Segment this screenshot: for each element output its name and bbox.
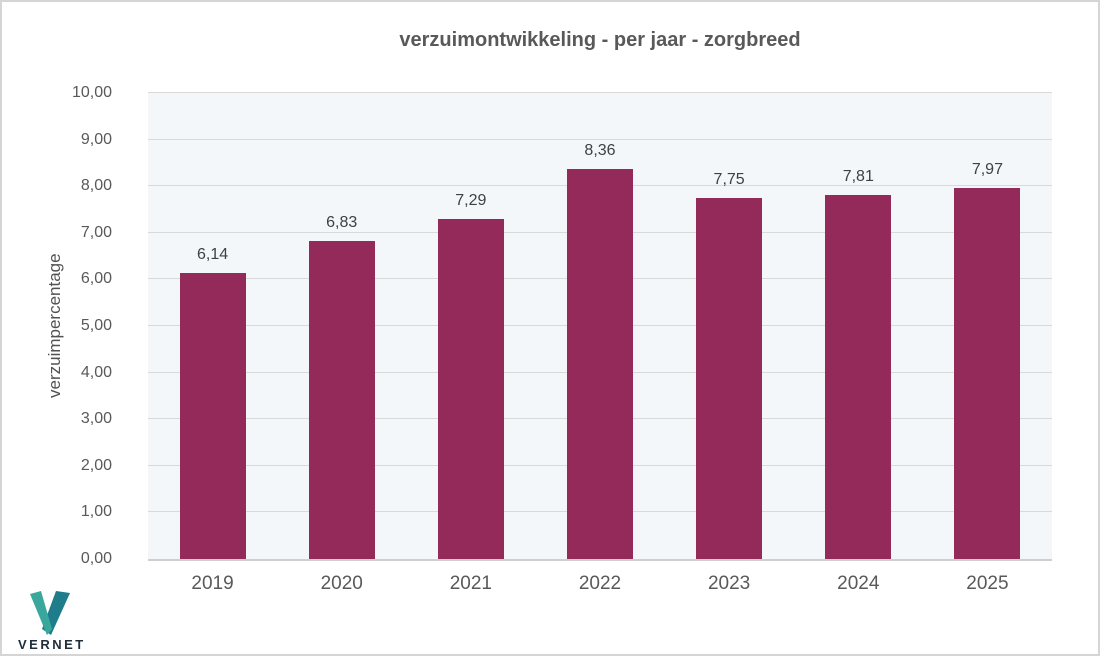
bar: 7,75 [696,171,763,559]
bar: 7,97 [954,161,1021,559]
y-tick-label: 2,00 [80,456,112,474]
x-tick-label: 2020 [320,573,363,594]
bar-value-label: 6,83 [326,213,358,231]
bar-value-label: 6,14 [196,245,229,263]
y-tick-label: 8,00 [80,177,112,195]
y-tick-label: 1,00 [80,503,112,521]
bar-slot: 7,75 [665,93,794,559]
bar-value-label: 7,81 [842,168,874,186]
y-tick-label: 10,00 [71,84,112,101]
bar-slot: 8,36 [535,93,664,559]
gridline [148,92,1052,93]
x-tick-label: 2021 [449,573,492,594]
bars-row: 6,14 6,83 7,29 8,36 7,75 7,81 7,97 [148,93,1052,559]
bar-value-label: 8,36 [584,142,616,160]
bar-slot: 6,14 [148,93,277,559]
vernet-logo-text: VERNET [18,637,86,652]
x-tick-label: 2023 [707,573,751,594]
y-axis-ticks: 0,00 1,00 2,00 3,00 4,00 5,00 6,00 7,00 8,00 9,00… [2,84,130,567]
y-tick-label: 9,00 [80,130,112,148]
x-tick-label: 2025 [966,573,1009,594]
x-axis-labels: 2019 2020 2021 2022 2023 2024 2025 [148,573,1052,595]
bar: 8,36 [566,142,633,559]
bar-slot: 6,83 [277,93,406,559]
bar: 6,14 [179,246,246,559]
bar: 7,81 [825,168,892,559]
y-tick-label: 6,00 [80,270,112,288]
y-tick-label: 5,00 [80,317,112,334]
bar-value-label: 7,97 [971,160,1003,178]
plot-area: 6,14 6,83 7,29 8,36 7,75 7,81 7,97 [148,92,1052,561]
bar-value-label: 7,75 [713,170,745,188]
y-tick-label: 3,00 [80,410,112,428]
bar-slot: 7,97 [923,93,1052,559]
x-tick-label: 2024 [837,573,880,594]
y-tick-label: 4,00 [80,363,112,381]
x-tick-label: 2022 [578,573,622,594]
bar-slot: 7,29 [406,93,535,559]
bar: 6,83 [308,214,375,559]
gridline [148,138,1052,140]
y-tick-label: 0,00 [80,550,112,567]
vernet-v-icon [30,591,70,635]
bar-value-label: 7,29 [455,192,487,210]
chart-title: verzuimontwikkeling - per jaar - zorgbre… [399,29,801,51]
bar-slot: 7,81 [794,93,923,559]
bar: 7,29 [437,192,504,559]
x-tick-label: 2019 [191,573,234,594]
vernet-v-light-stroke [30,591,52,635]
y-tick-label: 7,00 [80,223,112,241]
vernet-logo: VERNET [18,591,108,652]
